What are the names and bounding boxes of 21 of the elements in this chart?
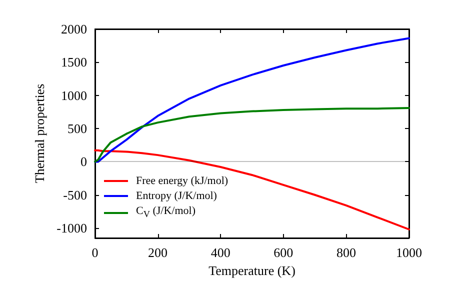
line-series	[94, 106, 410, 163]
y-tick-label: -1000	[56, 220, 87, 236]
x-tick-label: 800	[336, 245, 356, 260]
x-tick-label: 200	[148, 245, 168, 260]
y-tick-label: 2000	[61, 22, 87, 36]
line-series	[94, 149, 410, 230]
y-tick-label: 500	[68, 121, 87, 136]
x-tick-label: 400	[210, 245, 230, 260]
legend-label: C$_{V}$ (J/K/mol)	[136, 204, 196, 221]
y-tick-label: 1500	[61, 54, 87, 70]
y-tick-label: 0	[80, 154, 87, 170]
line-series	[94, 37, 410, 163]
x-tick-label: 1000	[396, 245, 422, 260]
x-tick-label: 600	[274, 245, 294, 260]
x-tick-label: 0	[92, 245, 98, 260]
x-axis-title: Temperature (K)	[208, 262, 296, 278]
legend-label: Entropy (J/K/mol)	[136, 188, 217, 204]
y-tick-label: -500	[63, 187, 87, 202]
y-axis-title: Thermal properties	[32, 84, 47, 184]
legend-label: Free energy (kJ/mol)	[136, 174, 228, 189]
y-tick-label: 1000	[61, 88, 87, 103]
